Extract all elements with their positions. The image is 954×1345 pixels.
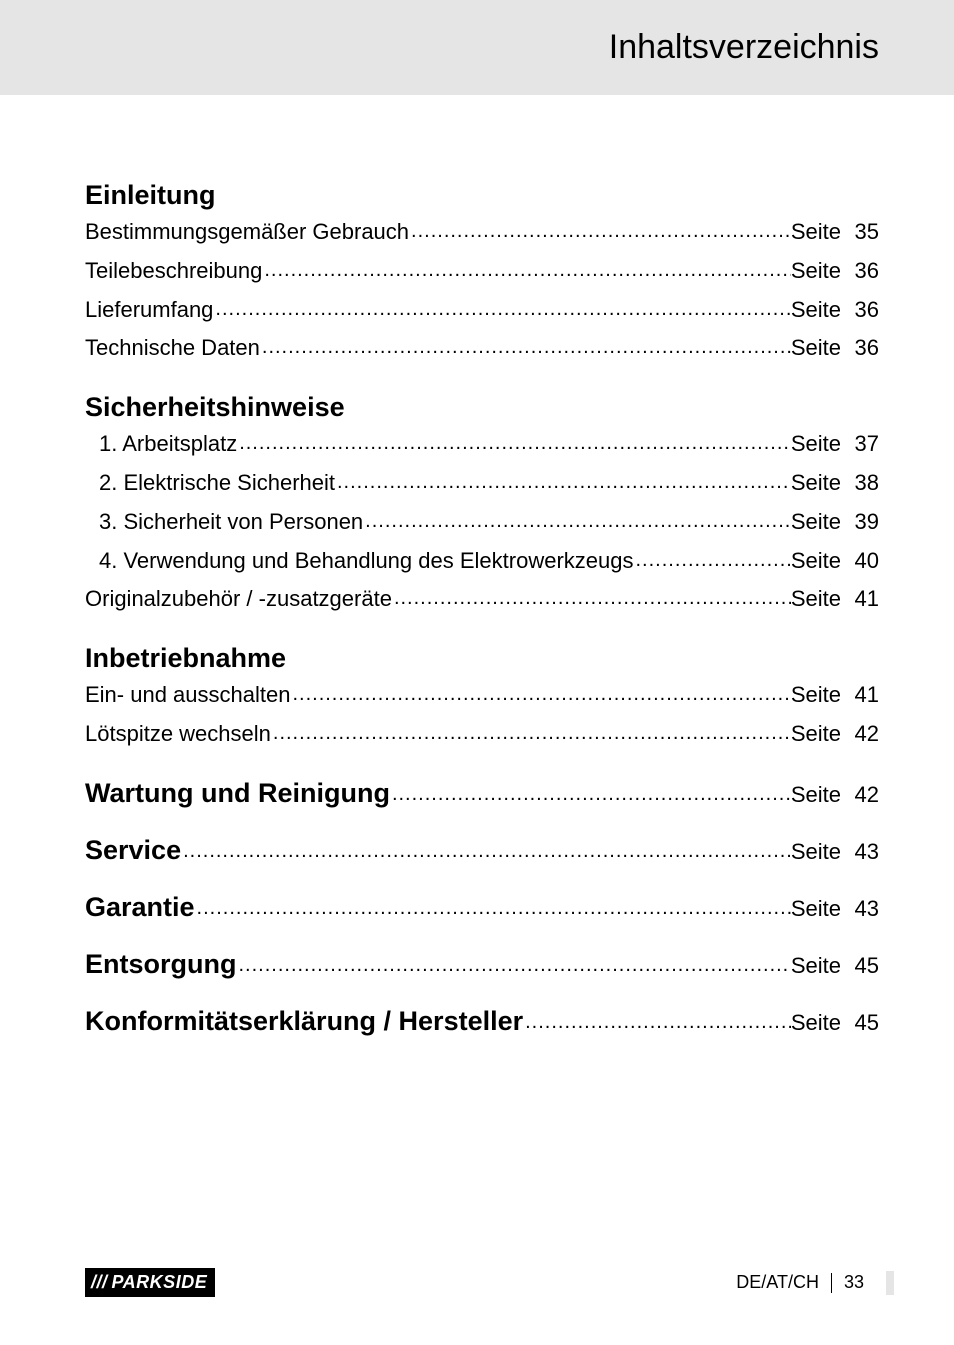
toc-dots: ........................................… bbox=[390, 783, 791, 806]
toc-page-label: Seite bbox=[791, 896, 841, 922]
toc-page-number: 41 bbox=[841, 584, 879, 615]
toc-dots: ........................................… bbox=[213, 295, 790, 323]
toc-dots: ........................................… bbox=[181, 840, 791, 863]
toc-page-label: Seite bbox=[791, 782, 841, 808]
toc-page-label: Seite bbox=[791, 429, 841, 460]
toc-entry: 2. Elektrische Sicherheit...............… bbox=[85, 468, 879, 499]
toc-entry-label: Ein- und ausschalten bbox=[85, 680, 290, 711]
toc-page-number: 39 bbox=[841, 507, 879, 538]
toc-entry-label: Technische Daten bbox=[85, 333, 260, 364]
toc-page-number: 43 bbox=[841, 839, 879, 865]
toc-section: Sicherheitshinweise 1. Arbeitsplatz......… bbox=[85, 392, 879, 615]
toc-content: Einleitung Bestimmungsgemäßer Gebrauch...… bbox=[0, 95, 954, 1037]
toc-entry: Ein- und ausschalten....................… bbox=[85, 680, 879, 711]
toc-entry: 1. Arbeitsplatz.........................… bbox=[85, 429, 879, 460]
toc-standalone-label: Garantie bbox=[85, 892, 195, 923]
toc-dots: ........................................… bbox=[236, 954, 790, 977]
toc-page-number: 35 bbox=[841, 217, 879, 248]
toc-dots: ........................................… bbox=[523, 1011, 791, 1034]
toc-page-number: 36 bbox=[841, 333, 879, 364]
toc-page-number: 36 bbox=[841, 256, 879, 287]
toc-dots: ........................................… bbox=[195, 897, 791, 920]
toc-page-label: Seite bbox=[791, 584, 841, 615]
toc-dots: ........................................… bbox=[262, 256, 791, 284]
toc-page-label: Seite bbox=[791, 468, 841, 499]
toc-entry: 4. Verwendung und Behandlung des Elektro… bbox=[85, 546, 879, 577]
toc-entry: Bestimmungsgemäßer Gebrauch.............… bbox=[85, 217, 879, 248]
toc-entry-label: 2. Elektrische Sicherheit bbox=[99, 468, 335, 499]
toc-page-label: Seite bbox=[791, 546, 841, 577]
toc-entry-label: Lötspitze wechseln bbox=[85, 719, 271, 750]
toc-entry-label: 3. Sicherheit von Personen bbox=[99, 507, 363, 538]
toc-page-label: Seite bbox=[791, 719, 841, 750]
toc-page-number: 45 bbox=[841, 1010, 879, 1036]
toc-standalone-entry: Konformitätserklärung / Hersteller......… bbox=[85, 1006, 879, 1037]
toc-dots: ........................................… bbox=[335, 468, 791, 496]
toc-section-title: Inbetriebnahme bbox=[85, 643, 879, 674]
toc-dots: ........................................… bbox=[392, 584, 791, 612]
toc-page-label: Seite bbox=[791, 256, 841, 287]
toc-entry-label: Teilebeschreibung bbox=[85, 256, 262, 287]
toc-page-number: 37 bbox=[841, 429, 879, 460]
toc-page-label: Seite bbox=[791, 1010, 841, 1036]
footer-meta: DE/AT/CH 33 bbox=[736, 1271, 894, 1295]
header-title: Inhaltsverzeichnis bbox=[609, 28, 879, 67]
toc-page-label: Seite bbox=[791, 333, 841, 364]
toc-page-label: Seite bbox=[791, 953, 841, 979]
toc-standalone-entry: Service.................................… bbox=[85, 835, 879, 866]
toc-page-number: 43 bbox=[841, 896, 879, 922]
toc-page-label: Seite bbox=[791, 217, 841, 248]
toc-entry-label: 4. Verwendung und Behandlung des Elektro… bbox=[99, 546, 633, 577]
footer-divider bbox=[831, 1273, 832, 1293]
toc-page-number: 38 bbox=[841, 468, 879, 499]
toc-entry-label: 1. Arbeitsplatz bbox=[99, 429, 237, 460]
toc-section-title: Einleitung bbox=[85, 180, 879, 211]
toc-dots: ........................................… bbox=[237, 429, 791, 457]
toc-dots: ........................................… bbox=[271, 719, 791, 747]
toc-entry: 3. Sicherheit von Personen..............… bbox=[85, 507, 879, 538]
toc-standalone-entry: Wartung und Reinigung...................… bbox=[85, 778, 879, 809]
toc-dots: ........................................… bbox=[260, 333, 791, 361]
toc-dots: ........................................… bbox=[409, 217, 791, 245]
footer-page-number: 33 bbox=[844, 1272, 864, 1293]
toc-entry: Technische Daten........................… bbox=[85, 333, 879, 364]
toc-page-label: Seite bbox=[791, 839, 841, 865]
toc-entry: Lieferumfang............................… bbox=[85, 295, 879, 326]
toc-dots: ........................................… bbox=[633, 546, 790, 574]
toc-dots: ........................................… bbox=[290, 680, 790, 708]
toc-standalone-entry: Garantie................................… bbox=[85, 892, 879, 923]
header-bar: Inhaltsverzeichnis bbox=[0, 0, 954, 95]
toc-page-number: 36 bbox=[841, 295, 879, 326]
toc-standalone-label: Konformitätserklärung / Hersteller bbox=[85, 1006, 523, 1037]
brand-logo: /// PARKSIDE bbox=[85, 1268, 215, 1297]
logo-stripes-icon: /// bbox=[91, 1272, 108, 1293]
toc-page-label: Seite bbox=[791, 295, 841, 326]
toc-page-number: 41 bbox=[841, 680, 879, 711]
toc-entry-label: Originalzubehör / -zusatzgeräte bbox=[85, 584, 392, 615]
toc-entry-label: Bestimmungsgemäßer Gebrauch bbox=[85, 217, 409, 248]
footer-edge-bar bbox=[886, 1271, 894, 1295]
toc-standalone-label: Service bbox=[85, 835, 181, 866]
footer: /// PARKSIDE DE/AT/CH 33 bbox=[0, 1268, 954, 1297]
toc-page-label: Seite bbox=[791, 507, 841, 538]
footer-locale: DE/AT/CH bbox=[736, 1272, 819, 1293]
toc-section: Inbetriebnahme Ein- und ausschalten......… bbox=[85, 643, 879, 750]
toc-entry: Teilebeschreibung.......................… bbox=[85, 256, 879, 287]
toc-standalone-entry: Entsorgung..............................… bbox=[85, 949, 879, 980]
toc-standalone-label: Wartung und Reinigung bbox=[85, 778, 390, 809]
toc-page-number: 42 bbox=[841, 782, 879, 808]
toc-page-number: 40 bbox=[841, 546, 879, 577]
toc-section-title: Sicherheitshinweise bbox=[85, 392, 879, 423]
toc-page-number: 42 bbox=[841, 719, 879, 750]
toc-page-label: Seite bbox=[791, 680, 841, 711]
logo-text: PARKSIDE bbox=[112, 1272, 208, 1293]
toc-page-number: 45 bbox=[841, 953, 879, 979]
toc-entry: Originalzubehör / -zusatzgeräte.........… bbox=[85, 584, 879, 615]
toc-dots: ........................................… bbox=[363, 507, 791, 535]
toc-standalone-label: Entsorgung bbox=[85, 949, 236, 980]
toc-entry: Lötspitze wechseln......................… bbox=[85, 719, 879, 750]
toc-entry-label: Lieferumfang bbox=[85, 295, 213, 326]
toc-section: Einleitung Bestimmungsgemäßer Gebrauch...… bbox=[85, 180, 879, 364]
